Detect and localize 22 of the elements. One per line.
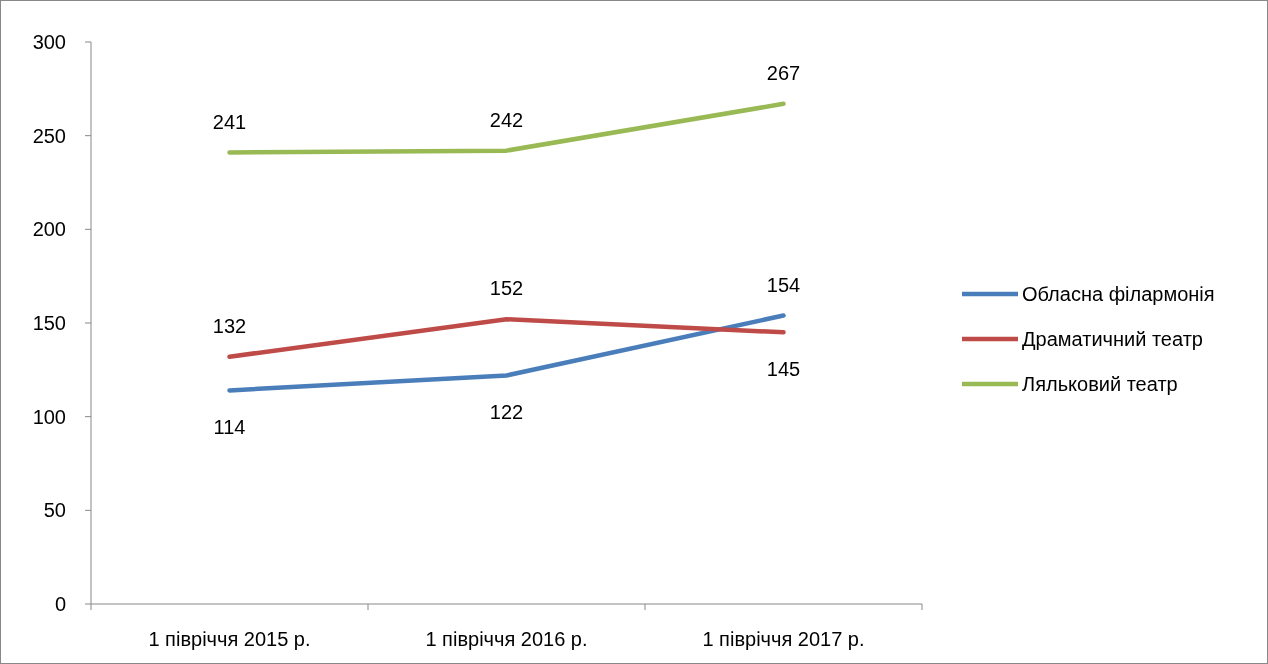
data-label: 267 [766, 61, 801, 84]
x-tick-label: 1 півріччя 2017 р. [702, 628, 865, 650]
y-tick-label: 200 [32, 218, 66, 241]
y-tick-label: 50 [43, 499, 66, 522]
legend-label: Драматичний театр [1022, 328, 1203, 350]
x-tick-label: 1 півріччя 2016 р. [425, 628, 588, 650]
data-label: 132 [212, 314, 247, 337]
data-label: 114 [213, 416, 246, 439]
y-tick-label: 0 [54, 593, 66, 615]
data-label: 154 [766, 273, 801, 296]
x-tick-label: 1 півріччя 2015 р. [148, 628, 311, 650]
legend-label: Ляльковий театр [1022, 373, 1178, 395]
data-label: 152 [489, 277, 524, 300]
y-tick-label: 250 [32, 124, 66, 147]
data-label: 241 [212, 110, 247, 133]
data-label: 122 [489, 401, 524, 424]
y-tick-label: 300 [32, 31, 66, 53]
y-tick-label: 100 [32, 405, 66, 428]
legend-label: Обласна філармонія [1022, 283, 1215, 305]
y-tick-label: 150 [32, 312, 66, 334]
data-label: 242 [489, 108, 524, 131]
data-label: 145 [766, 358, 801, 381]
